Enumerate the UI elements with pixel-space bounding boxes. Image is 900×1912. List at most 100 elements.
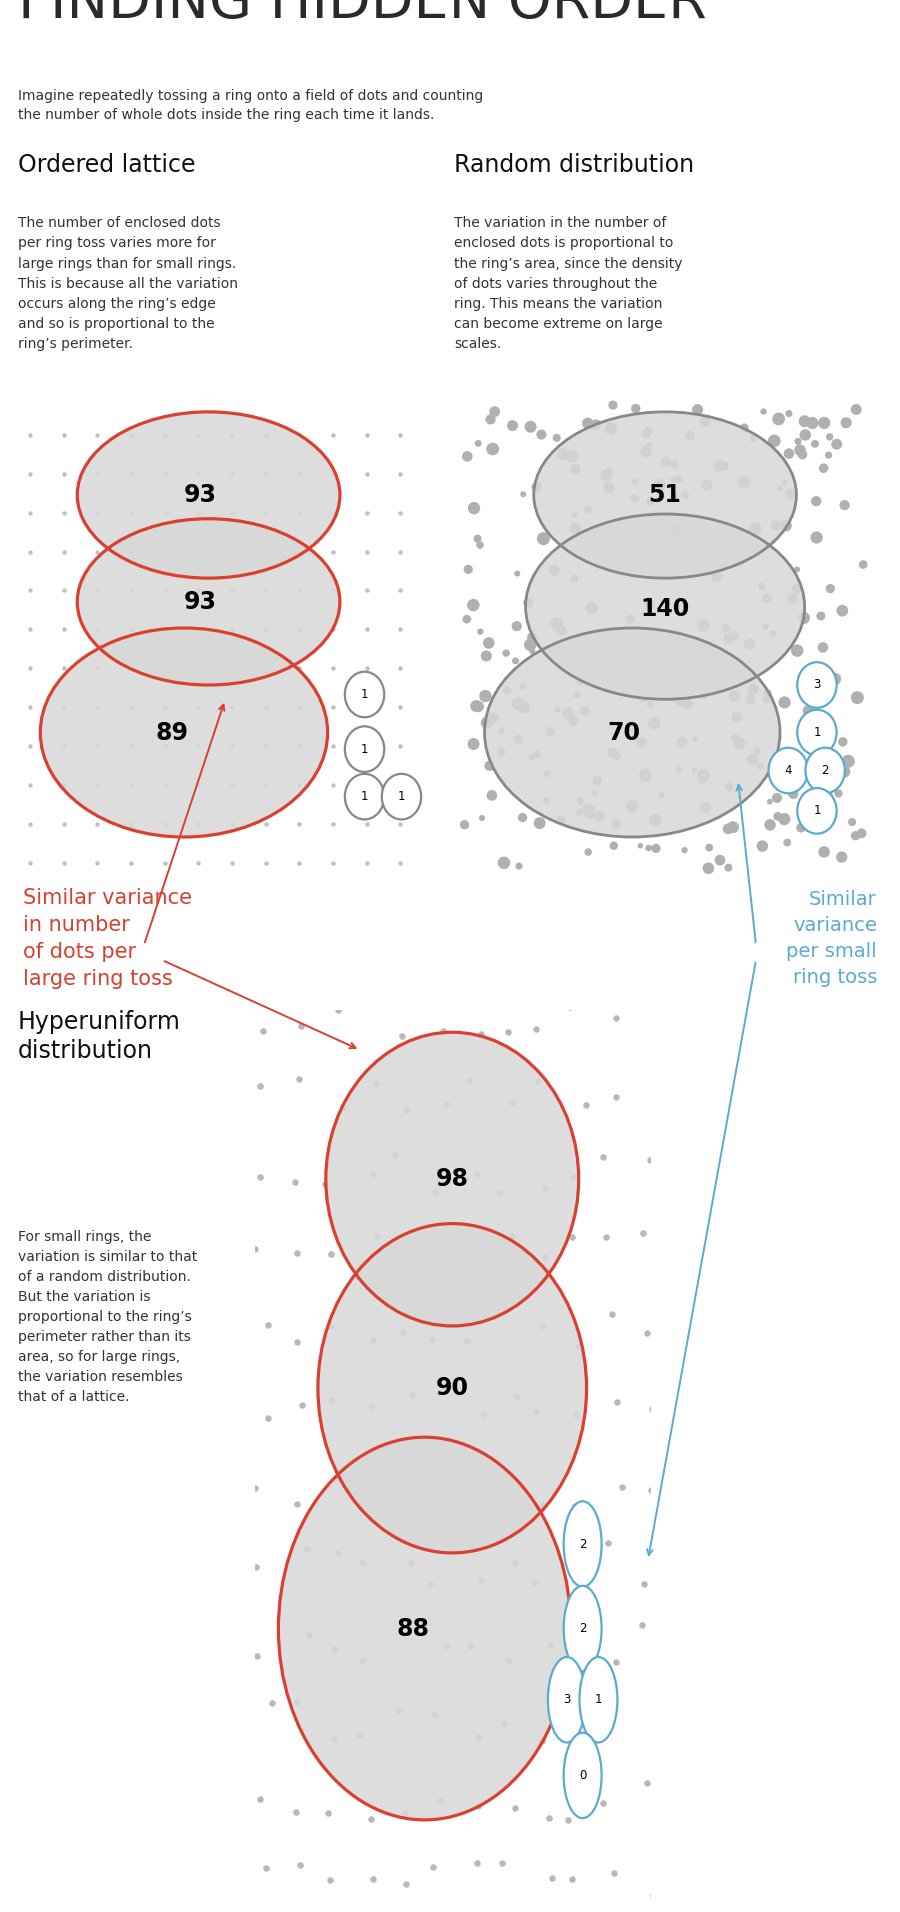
Point [302,1619,316,1650]
Point [353,1719,367,1749]
Point [638,759,652,790]
Point [609,1386,624,1417]
Point [732,545,746,576]
Point [395,1021,410,1052]
Point [438,1088,453,1119]
Point [642,430,656,461]
Text: For small rings, the
variation is similar to that
of a random distribution.
But : For small rings, the variation is simila… [18,1229,197,1405]
Point [568,499,582,530]
Point [355,1646,369,1677]
Point [583,799,598,830]
Text: 3: 3 [814,679,821,692]
Point [545,1862,560,1893]
Point [832,778,846,809]
Text: 89: 89 [155,721,188,744]
Point [580,407,595,438]
Point [460,604,474,635]
Point [698,792,713,822]
Point [746,673,760,704]
Point [579,1090,593,1120]
Point [258,1853,273,1883]
Point [834,841,849,872]
Point [324,1384,338,1415]
Point [567,564,581,595]
Point [552,633,566,663]
Point [403,1547,418,1577]
Point [256,1015,271,1046]
Point [543,1629,557,1660]
Circle shape [563,1732,601,1818]
Point [823,780,837,811]
Point [598,1222,613,1252]
Point [565,442,580,472]
Point [718,614,733,644]
Point [722,623,736,654]
Point [428,1178,443,1208]
Point [839,407,853,438]
Point [629,530,643,560]
Point [645,805,660,836]
Point [370,1220,384,1250]
Point [529,1396,544,1426]
Point [479,641,493,671]
Point [531,1067,545,1097]
Point [667,465,681,495]
Point [696,535,710,566]
Circle shape [345,671,384,717]
Point [815,633,830,663]
Point [483,403,498,434]
Point [724,652,739,683]
Point [675,627,689,658]
Point [604,413,618,444]
Point [540,759,554,790]
Point [737,467,751,497]
Point [488,396,502,426]
Point [536,524,551,554]
Point [592,801,607,832]
Point [290,1327,304,1358]
Point [824,574,838,604]
Point [788,746,802,776]
Point [521,587,535,618]
Point [634,727,649,757]
Point [648,1090,662,1120]
Point [398,1797,412,1828]
Point [440,1631,454,1662]
Point [288,1166,302,1197]
Point [366,1864,381,1895]
Point [482,751,497,782]
Point [658,554,672,585]
Point [769,511,783,541]
Point [642,415,656,445]
Point [260,1401,274,1432]
Text: 1: 1 [398,790,405,803]
Point [536,1489,551,1520]
Point [516,671,530,702]
Point [584,593,598,623]
Point [366,1159,381,1189]
Point [816,453,831,484]
Point [694,627,708,658]
Point [595,541,609,572]
Point [607,1857,621,1887]
Point [698,681,712,711]
Point [471,1790,485,1820]
Point [590,765,605,795]
Point [835,595,850,625]
Point [292,1063,306,1094]
Point [645,1879,660,1910]
Point [610,530,625,560]
Point [687,755,701,786]
Point [628,467,643,497]
Point [675,727,689,757]
Text: FINDING HIDDEN ORDER: FINDING HIDDEN ORDER [18,0,706,31]
Text: Ordered lattice: Ordered lattice [18,153,195,178]
Point [644,1474,659,1505]
Circle shape [797,709,837,755]
Point [494,715,508,746]
Text: Similar
variance
per small
ring toss: Similar variance per small ring toss [787,891,877,987]
Point [814,600,828,631]
Point [793,434,807,465]
Point [697,759,711,790]
Point [798,419,813,449]
